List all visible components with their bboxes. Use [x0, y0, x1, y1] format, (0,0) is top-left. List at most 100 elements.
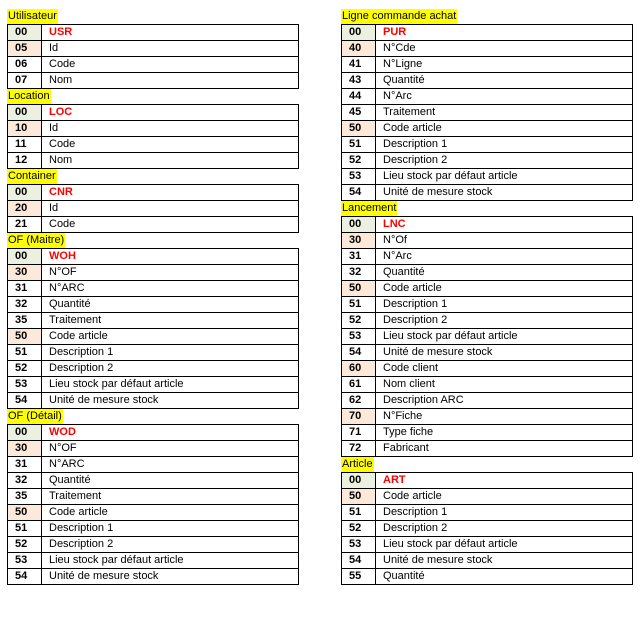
field-code: 55: [341, 568, 376, 585]
section-title: Ligne commande achat: [341, 9, 458, 24]
table-row: 51 Description 1: [7, 520, 299, 537]
table-row: 12 Nom: [7, 152, 299, 169]
field-code: 53: [7, 376, 42, 393]
field-label: Code article: [41, 504, 299, 521]
field-label: Lieu stock par défaut article: [375, 536, 633, 553]
field-code: 45: [341, 104, 376, 121]
field-label: Lieu stock par défaut article: [41, 552, 299, 569]
field-code: 54: [341, 344, 376, 361]
field-code: 10: [7, 120, 42, 137]
field-label: Lieu stock par défaut article: [41, 376, 299, 393]
field-code: 21: [7, 216, 42, 233]
field-label: Type fiche: [375, 424, 633, 441]
field-code: 00: [7, 424, 42, 441]
table-row: 50 Code article: [341, 120, 633, 137]
field-code: 32: [7, 296, 42, 313]
field-label: Nom: [41, 152, 299, 169]
table-header-row: 00 ART: [341, 472, 633, 489]
field-label: Code article: [375, 120, 633, 137]
table-row: 53 Lieu stock par défaut article: [7, 376, 299, 393]
field-code: 41: [341, 56, 376, 73]
table-row: 52 Description 2: [341, 152, 633, 169]
field-code: 54: [341, 552, 376, 569]
field-code: 72: [341, 440, 376, 457]
field-code: 50: [7, 504, 42, 521]
field-code: 44: [341, 88, 376, 105]
code-table: 00 USR 05 Id 06 Code 07 Nom: [7, 24, 299, 89]
field-code: 00: [7, 184, 42, 201]
table-row: 06 Code: [7, 56, 299, 73]
field-code: 52: [341, 152, 376, 169]
field-code: 43: [341, 72, 376, 89]
field-code: 00: [7, 24, 42, 41]
field-code: 35: [7, 488, 42, 505]
field-label: Unité de mesure stock: [41, 568, 299, 585]
field-code: 12: [7, 152, 42, 169]
field-label: Lieu stock par défaut article: [375, 328, 633, 345]
table-row: 32 Quantité: [7, 472, 299, 489]
table-row: 30 N°OF: [7, 440, 299, 457]
field-code: 00: [7, 248, 42, 265]
table-row: 51 Description 1: [341, 136, 633, 153]
table-row: 72 Fabricant: [341, 440, 633, 457]
table-row: 62 Description ARC: [341, 392, 633, 409]
table-row: 51 Description 1: [7, 344, 299, 361]
field-code: 54: [7, 392, 42, 409]
field-code: 70: [341, 408, 376, 425]
table-row: 52 Description 2: [7, 536, 299, 553]
field-code: 30: [341, 232, 376, 249]
table-header-row: 00 PUR: [341, 24, 633, 41]
field-code: 53: [341, 328, 376, 345]
table-row: 60 Code client: [341, 360, 633, 377]
table-row: 50 Code article: [7, 504, 299, 521]
field-code: 31: [7, 456, 42, 473]
table-row: 55 Quantité: [341, 568, 633, 585]
field-label: Code article: [375, 488, 633, 505]
code-table: 00 ART 50 Code article 51 Description 1 52 Desc…: [341, 472, 633, 585]
field-label: N°Of: [375, 232, 633, 249]
record-type-code: CNR: [41, 184, 299, 201]
table-row: 70 N°Fiche: [341, 408, 633, 425]
field-code: 51: [7, 344, 42, 361]
field-code: 54: [341, 184, 376, 201]
code-table: 00 LOC 10 Id 11 Code 12 Nom: [7, 104, 299, 169]
table-row: 50 Code article: [7, 328, 299, 345]
field-label: N°Fiche: [375, 408, 633, 425]
table-header-row: 00 CNR: [7, 184, 299, 201]
field-label: Code: [41, 56, 299, 73]
table-row: 53 Lieu stock par défaut article: [341, 536, 633, 553]
section-container: Container 00 CNR 20 Id 21 Code: [7, 169, 299, 233]
table-header-row: 00 LNC: [341, 216, 633, 233]
field-label: Unité de mesure stock: [41, 392, 299, 409]
field-code: 30: [7, 264, 42, 281]
field-code: 51: [7, 520, 42, 537]
table-row: 32 Quantité: [7, 296, 299, 313]
record-type-code: PUR: [375, 24, 633, 41]
table-row: 31 N°ARC: [7, 456, 299, 473]
field-code: 51: [341, 504, 376, 521]
field-code: 62: [341, 392, 376, 409]
table-row: 53 Lieu stock par défaut article: [7, 552, 299, 569]
table-row: 41 N°Ligne: [341, 56, 633, 73]
field-label: Unité de mesure stock: [375, 184, 633, 201]
record-type-code: WOH: [41, 248, 299, 265]
field-code: 50: [341, 120, 376, 137]
field-code: 30: [7, 440, 42, 457]
field-code: 00: [7, 104, 42, 121]
section-title: Lancement: [341, 201, 398, 216]
table-row: 52 Description 2: [341, 520, 633, 537]
section-article: Article 00 ART 50 Code article 51 Description …: [341, 457, 633, 585]
field-code: 53: [7, 552, 42, 569]
left-column: Utilisateur 00 USR 05 Id 06 Code 07 Nom Location 0…: [7, 9, 299, 585]
field-label: Quantité: [375, 568, 633, 585]
field-label: N°Ligne: [375, 56, 633, 73]
field-label: Code: [41, 216, 299, 233]
code-table: 00 WOH 30 N°OF 31 N°ARC 32 Quantité 35 Traitement…: [7, 248, 299, 409]
field-label: Quantité: [41, 472, 299, 489]
field-label: Code client: [375, 360, 633, 377]
field-code: 50: [7, 328, 42, 345]
field-label: Description ARC: [375, 392, 633, 409]
section-ligne-commande-achat: Ligne commande achat 00 PUR 40 N°Cde 41 N°Lign…: [341, 9, 633, 201]
field-code: 53: [341, 536, 376, 553]
record-type-code: LOC: [41, 104, 299, 121]
